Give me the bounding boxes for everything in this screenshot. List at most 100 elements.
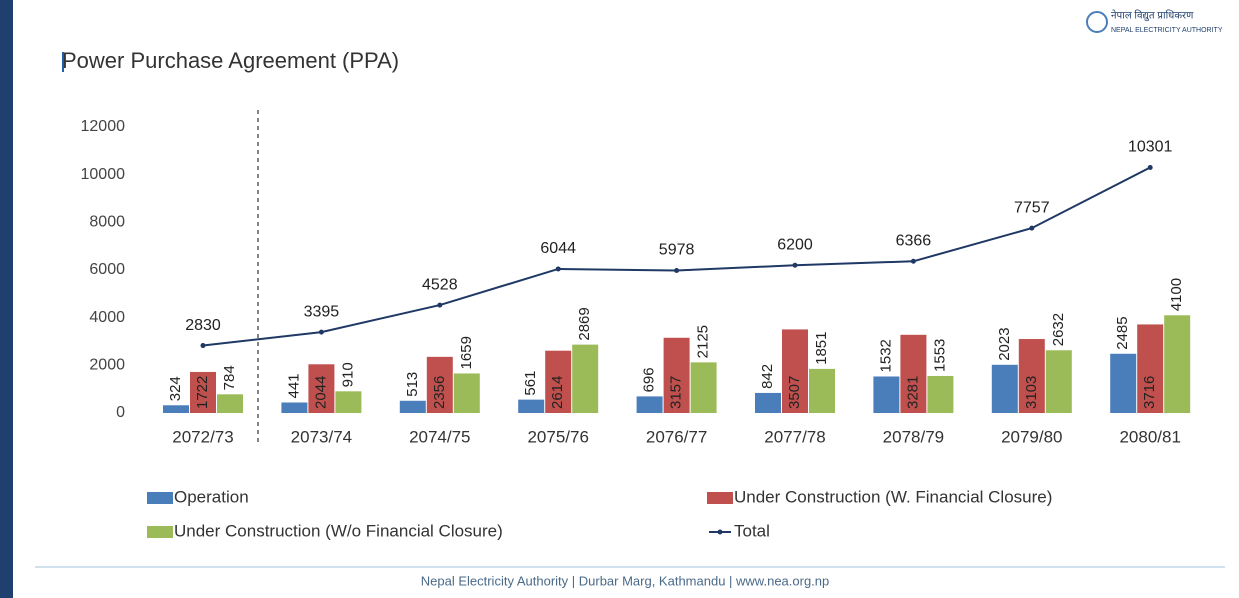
data-label: 3507 (786, 376, 803, 409)
data-label: 2614 (549, 376, 566, 409)
data-label: 2125 (695, 325, 712, 358)
y-tick-label: 6000 (89, 261, 125, 278)
legend-swatch (707, 492, 733, 504)
data-label: 3716 (1141, 376, 1158, 409)
legend-swatch (717, 529, 723, 535)
data-label: 513 (404, 372, 421, 397)
bar (453, 373, 480, 413)
data-label: 1851 (813, 332, 830, 365)
data-label: 6200 (777, 236, 813, 253)
line-marker (1029, 225, 1035, 231)
bar (782, 329, 808, 413)
legend-label: Under Construction (W/o Financial Closur… (174, 521, 503, 540)
x-tick-label: 2076/77 (646, 427, 707, 446)
bar (572, 344, 599, 413)
data-label: 1659 (458, 336, 475, 369)
data-label: 2356 (431, 376, 448, 409)
line-marker (555, 266, 561, 272)
logo-subtext: NEPAL ELECTRICITY AUTHORITY (1111, 27, 1223, 34)
data-label: 842 (759, 364, 776, 389)
line-marker (792, 262, 798, 268)
side-bar (0, 0, 13, 598)
bar (809, 368, 835, 413)
data-label: 4100 (1168, 278, 1185, 311)
data-label: 2869 (576, 307, 593, 340)
data-label: 3157 (668, 376, 685, 409)
bar (900, 334, 927, 413)
data-label: 910 (339, 362, 356, 387)
x-tick-label: 2077/78 (764, 427, 825, 446)
bar (335, 391, 362, 413)
y-tick-label: 2000 (89, 357, 125, 374)
data-label: 324 (167, 376, 184, 401)
data-label: 1722 (194, 376, 211, 409)
data-label: 6366 (896, 232, 932, 249)
x-tick-label: 2078/79 (883, 427, 944, 446)
x-tick-label: 2073/74 (291, 427, 352, 446)
line-marker (1147, 164, 1153, 170)
line-marker (200, 343, 206, 349)
bar (308, 364, 335, 413)
y-tick-label: 4000 (89, 309, 125, 326)
bar (690, 362, 717, 413)
bar (636, 396, 663, 413)
legend-swatch (147, 526, 173, 538)
x-tick-label: 2079/80 (1001, 427, 1062, 446)
line-marker (437, 302, 443, 308)
bar (399, 400, 426, 413)
legend-swatch (147, 492, 173, 504)
bar (217, 394, 243, 413)
bar (927, 375, 954, 413)
y-tick-label: 8000 (89, 214, 125, 231)
data-label: 2023 (996, 327, 1013, 360)
x-tick-label: 2074/75 (409, 427, 470, 446)
data-label: 441 (285, 373, 302, 398)
legend-label: Under Construction (W. Financial Closure… (734, 487, 1052, 506)
data-label: 561 (522, 371, 539, 396)
bar (1045, 350, 1072, 413)
y-tick-label: 12000 (81, 118, 126, 135)
bar (991, 364, 1018, 413)
bar (873, 376, 900, 413)
data-label: 7757 (1014, 199, 1050, 216)
bar (426, 356, 453, 413)
data-label: 2044 (312, 376, 329, 409)
data-label: 3395 (304, 303, 340, 320)
legend-label: Operation (174, 487, 249, 506)
x-tick-label: 2072/73 (172, 427, 233, 446)
bar (1018, 339, 1045, 413)
bar (663, 337, 690, 413)
data-label: 2485 (1114, 316, 1131, 349)
footer: Nepal Electricity Authority | Durbar Mar… (421, 573, 830, 588)
bar (518, 399, 545, 413)
line-marker (910, 258, 916, 264)
bar (281, 402, 308, 413)
data-label: 6044 (540, 240, 576, 257)
y-tick-label: 10000 (81, 166, 126, 183)
data-label: 3103 (1023, 376, 1040, 409)
data-label: 2830 (185, 317, 221, 334)
chart-title: Power Purchase Agreement (PPA) (62, 48, 399, 73)
bar (190, 371, 216, 413)
logo-icon (1086, 11, 1108, 33)
bar (545, 350, 572, 413)
data-label: 4528 (422, 276, 458, 293)
x-tick-label: 2080/81 (1119, 427, 1180, 446)
data-label: 5978 (659, 242, 695, 259)
x-tick-label: 2075/76 (527, 427, 588, 446)
line-marker (674, 268, 680, 274)
bar (1164, 315, 1191, 413)
data-label: 10301 (1128, 139, 1173, 156)
line-marker (318, 329, 324, 335)
y-tick-label: 0 (116, 404, 125, 421)
data-label: 1553 (931, 339, 948, 372)
data-label: 3281 (904, 376, 921, 409)
data-label: 784 (221, 365, 238, 390)
data-label: 2632 (1050, 313, 1067, 346)
data-label: 696 (641, 367, 658, 392)
bar (1110, 353, 1137, 413)
data-label: 1532 (877, 339, 894, 372)
bar (163, 405, 189, 413)
legend-label: Total (734, 521, 770, 540)
